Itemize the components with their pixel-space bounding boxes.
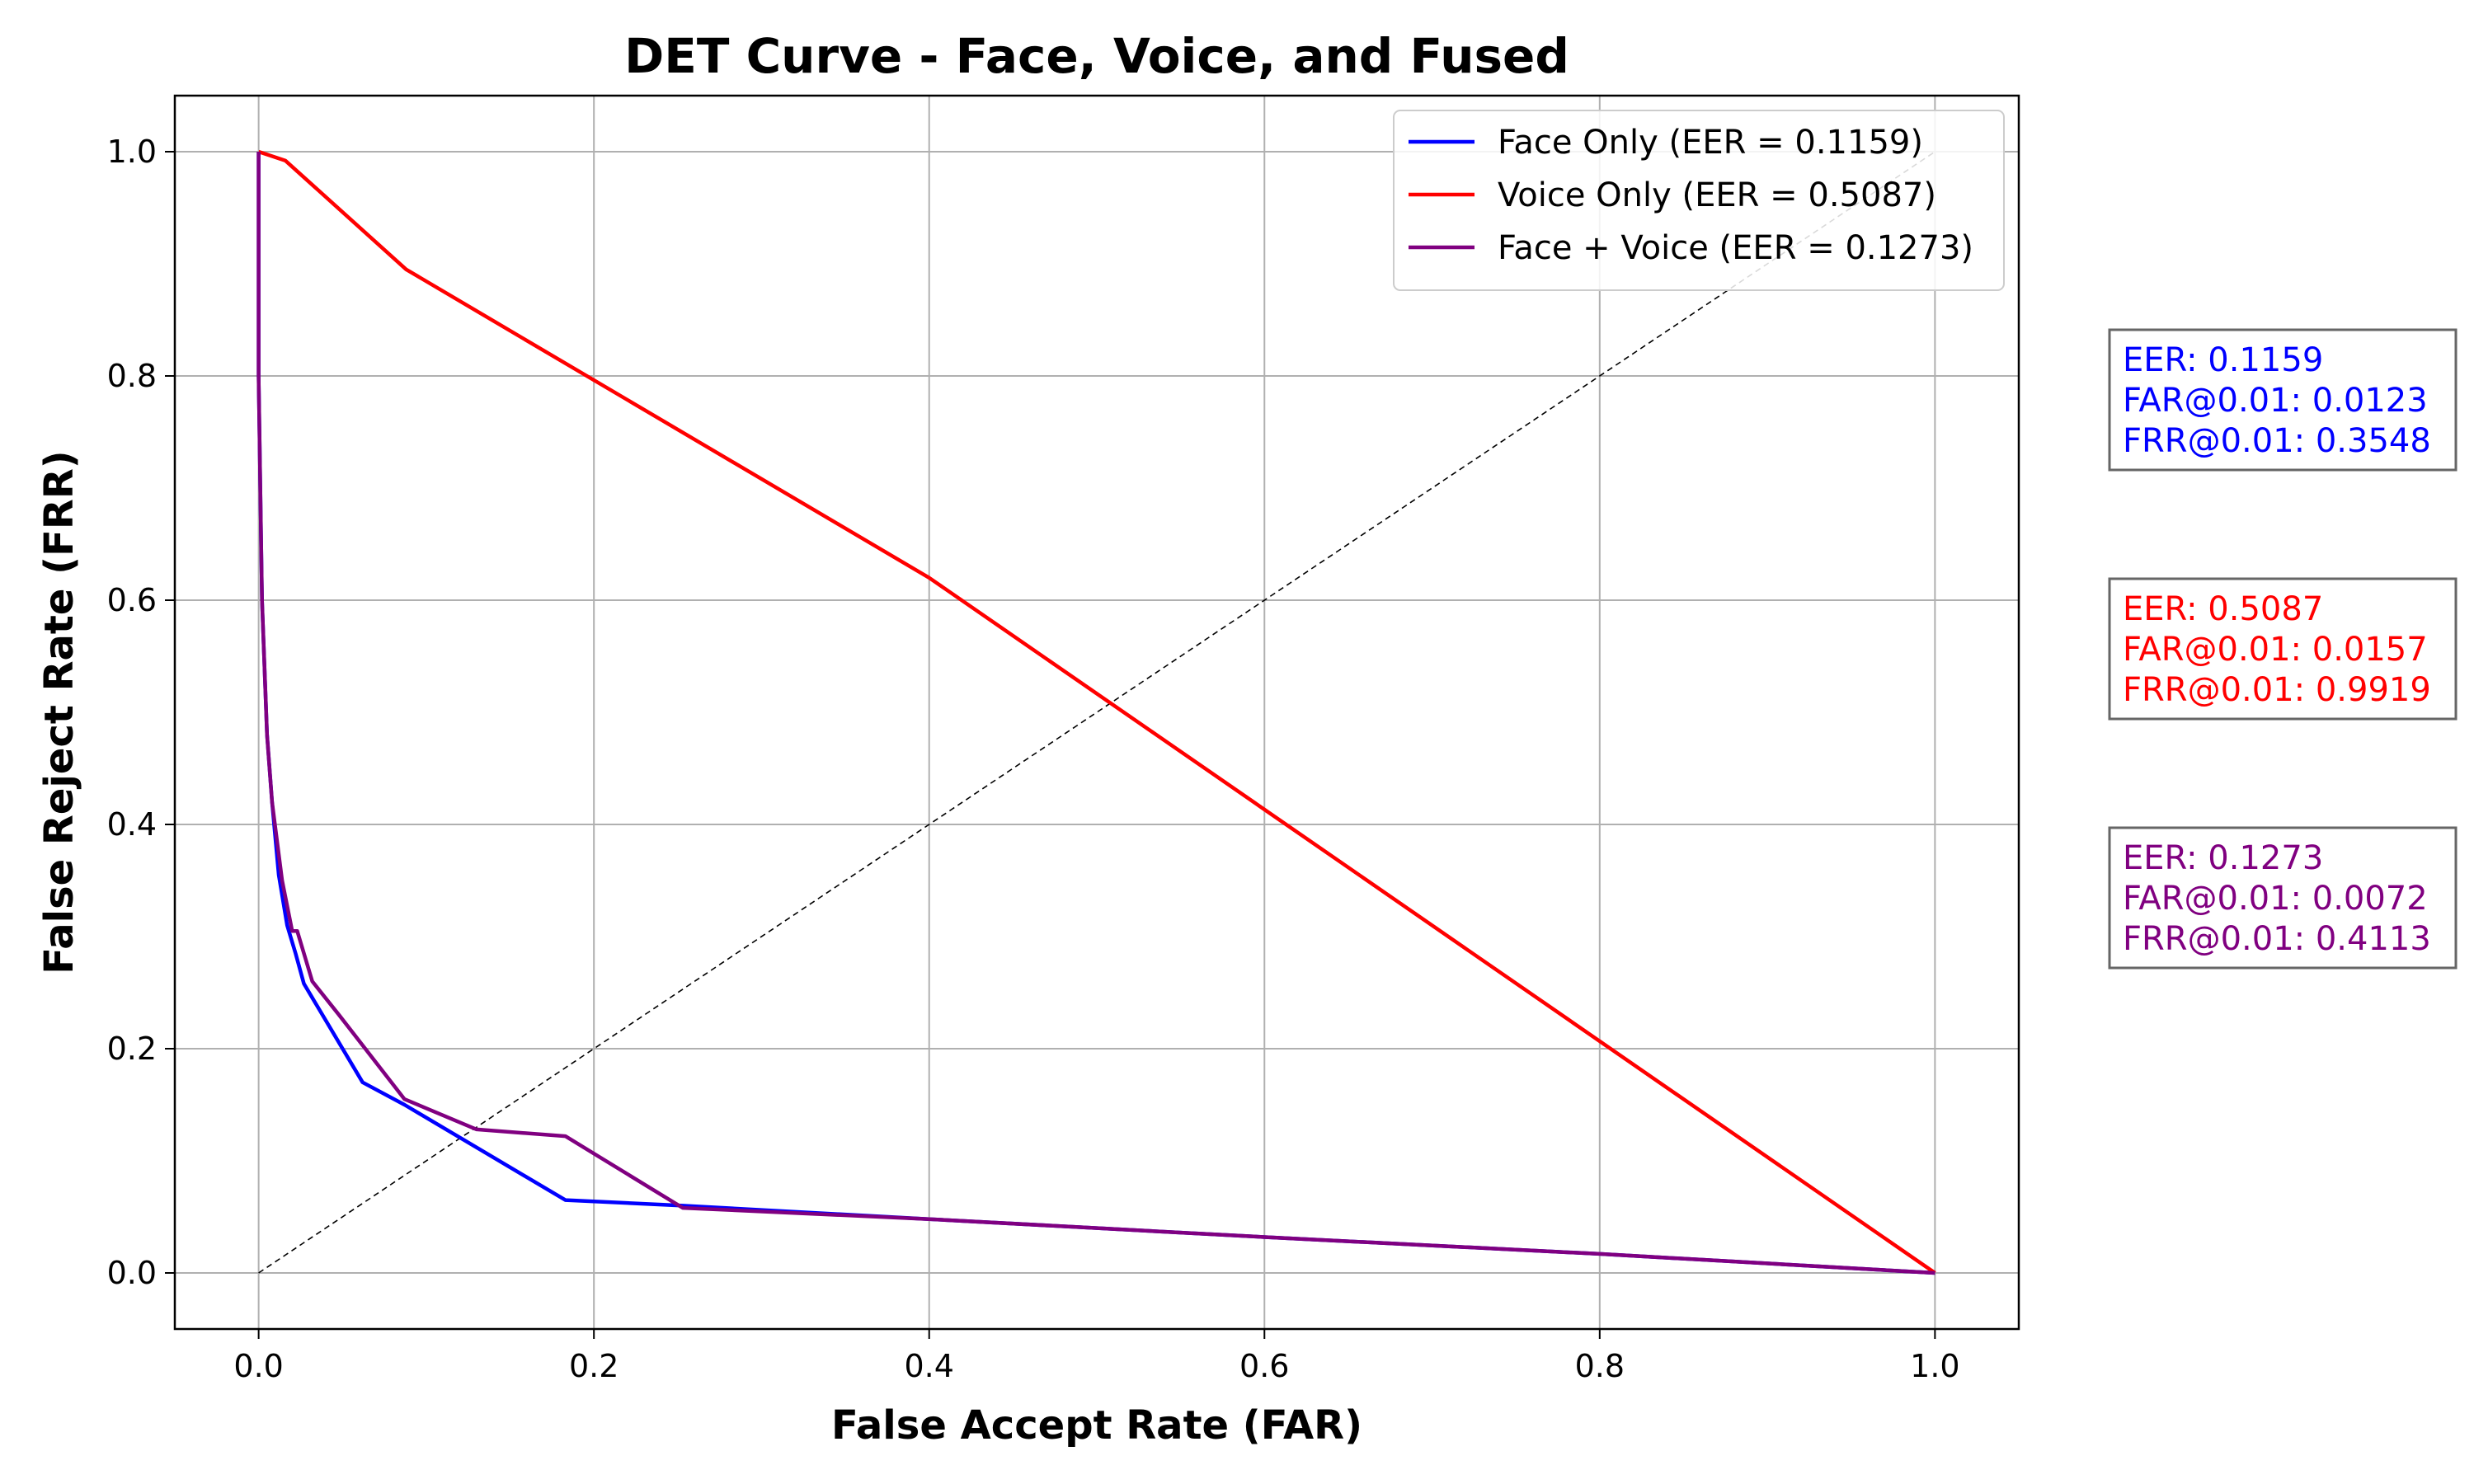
- x-tick-label: 1.0: [1910, 1348, 1959, 1384]
- series-line-1: [257, 149, 1936, 1275]
- metrics-line: FRR@0.01: 0.4113: [2123, 920, 2431, 958]
- y-ticks: 0.0 0.2 0.4 0.6 0.8 1.0: [107, 134, 175, 1291]
- legend-box: [1393, 110, 2005, 291]
- x-axis-label: False Accept Rate (FAR): [831, 1402, 1362, 1449]
- metrics-line: FRR@0.01: 0.3548: [2123, 422, 2431, 460]
- y-tick-label: 0.0: [107, 1255, 157, 1291]
- metrics-line: EER: 0.1273: [2123, 839, 2323, 877]
- y-tick-label: 0.6: [107, 582, 157, 618]
- x-ticks: 0.0 0.2 0.4 0.6 0.8 1.0: [233, 1329, 1960, 1384]
- plot-frame: [173, 94, 2020, 1331]
- series-lines: [256, 149, 1936, 1275]
- y-tick-label: 0.4: [107, 806, 157, 843]
- x-tick-label: 0.6: [1239, 1348, 1289, 1384]
- legend-entry-label: Voice Only (EER = 0.5087): [1498, 176, 1936, 214]
- legend: Face Only (EER = 0.1159) Voice Only (EER …: [1393, 110, 2005, 291]
- metrics-line: FRR@0.01: 0.9919: [2123, 671, 2431, 709]
- metrics-box-1: [2108, 577, 2458, 721]
- x-tick-label: 0.8: [1575, 1348, 1625, 1384]
- metrics-box-0: [2108, 328, 2458, 472]
- y-tick-label: 0.8: [107, 358, 157, 394]
- reference-diagonal: [258, 151, 1935, 1274]
- x-tick-label: 0.2: [569, 1348, 618, 1384]
- legend-entry-label: Face + Voice (EER = 0.1273): [1498, 229, 1973, 267]
- metrics-line: EER: 0.5087: [2123, 590, 2323, 628]
- y-axis-label: False Reject Rate (FRR): [36, 450, 82, 974]
- chart-title: DET Curve - Face, Voice, and Fused: [624, 28, 1569, 84]
- metrics-line: FAR@0.01: 0.0123: [2123, 382, 2428, 420]
- grid: [175, 96, 2019, 1329]
- metrics-line: FAR@0.01: 0.0072: [2123, 880, 2428, 918]
- series-line-2: [256, 152, 1935, 1275]
- metrics-line: EER: 0.1159: [2123, 341, 2323, 379]
- legend-entry-label: Face Only (EER = 0.1159): [1498, 124, 1923, 162]
- x-tick-label: 0.0: [233, 1348, 283, 1384]
- y-tick-label: 1.0: [107, 134, 157, 170]
- metrics-box-2: [2108, 826, 2458, 970]
- metrics-line: FAR@0.01: 0.0157: [2123, 631, 2428, 669]
- y-tick-label: 0.2: [107, 1031, 157, 1067]
- x-tick-label: 0.4: [905, 1348, 954, 1384]
- random-chance-diagonal-line: [258, 151, 1935, 1274]
